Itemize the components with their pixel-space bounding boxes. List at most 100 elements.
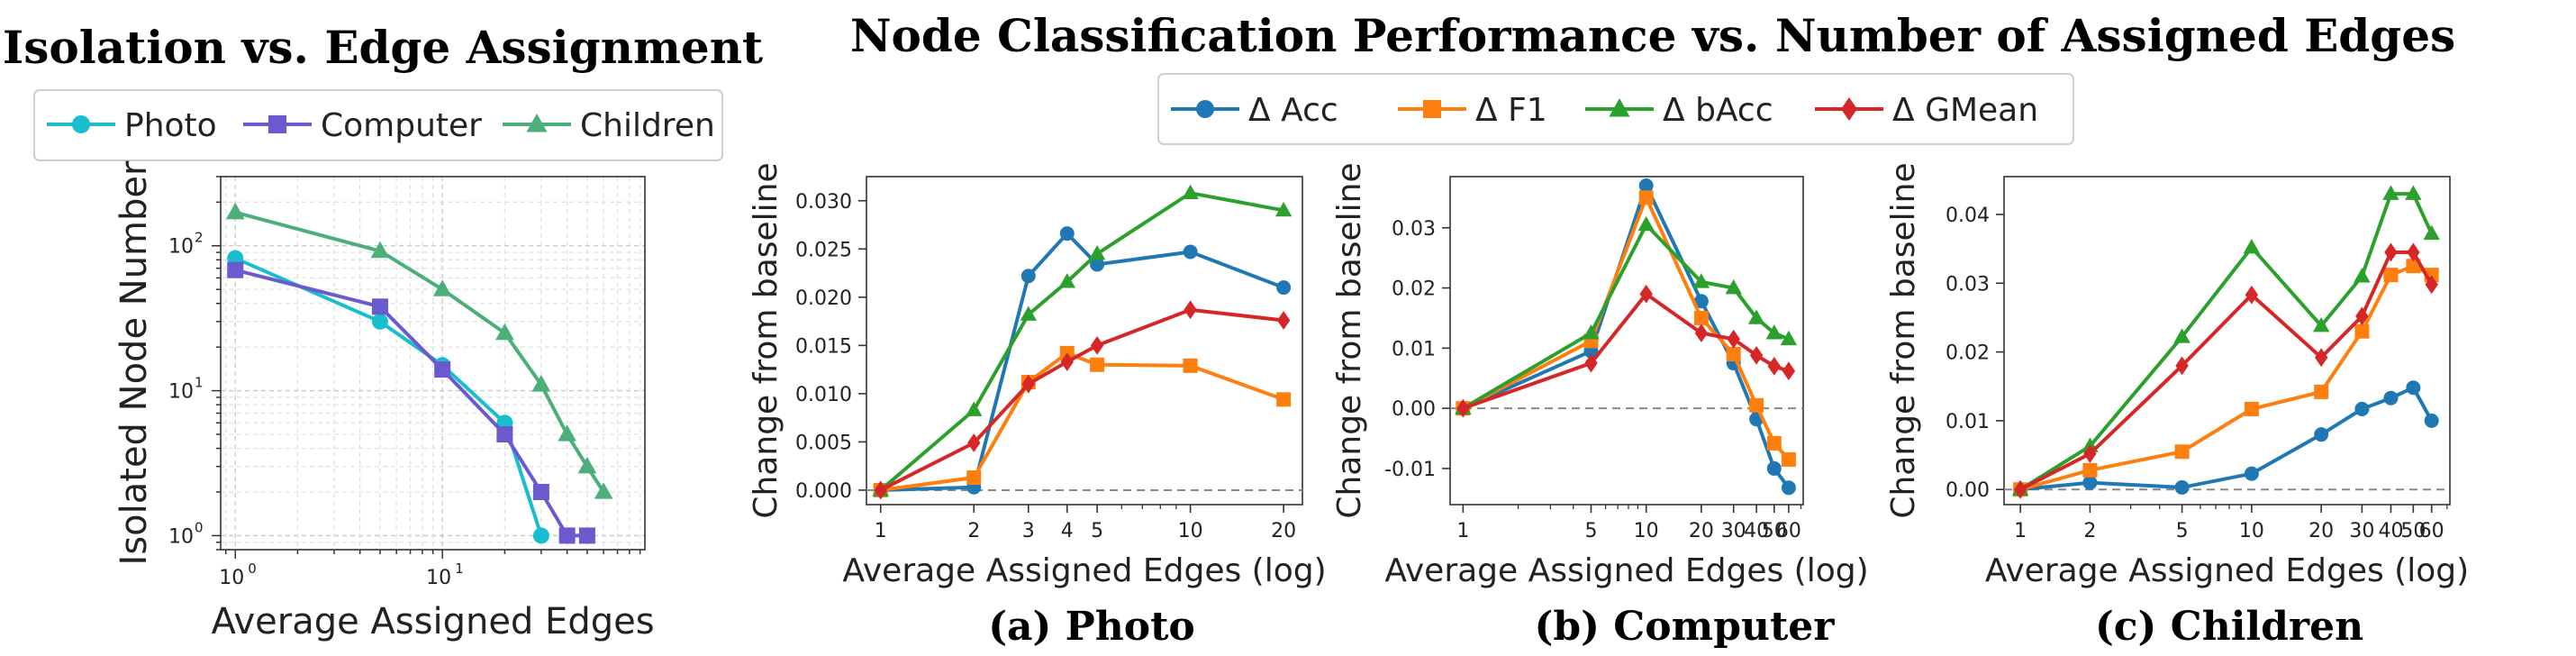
y-tick-label: 0.010 <box>795 384 852 406</box>
data-point-computer <box>496 425 513 442</box>
x-tick-label: 60 <box>1776 520 1801 542</box>
x-tick-label: 2 <box>2083 520 2096 542</box>
data-point <box>1090 335 1104 355</box>
x-tick-label: 3 <box>1022 520 1035 542</box>
subplot-caption: (a) Photo <box>988 604 1195 650</box>
y-axis-label: Change from baseline <box>748 162 785 518</box>
legend-marker <box>72 115 90 133</box>
data-point <box>1182 184 1199 199</box>
x-tick-label: 5 <box>2176 520 2189 542</box>
data-point <box>2423 224 2440 241</box>
data-point <box>1780 330 1798 346</box>
legend-label: Children <box>580 107 715 144</box>
x-tick-label: 30 <box>1721 520 1746 542</box>
data-point <box>1583 324 1600 340</box>
data-point <box>2082 475 2098 490</box>
data-point <box>1766 435 1782 451</box>
data-point <box>1781 480 1796 496</box>
x-axis-label: Average Assigned Edges (log) <box>842 552 1326 589</box>
data-point <box>2312 316 2330 333</box>
data-point <box>1693 294 1709 309</box>
y-tick-exponent: 0 <box>195 519 204 535</box>
x-tick-label: 40 <box>1744 520 1769 542</box>
y-tick-label: 0.04 <box>1946 205 1990 227</box>
legend-marker <box>1423 100 1441 118</box>
legend-box <box>33 89 723 161</box>
data-point <box>1782 361 1796 381</box>
data-point <box>1694 323 1709 343</box>
y-tick-label: -0.01 <box>1384 459 1436 481</box>
x-tick-label: 10 <box>426 567 451 589</box>
y-tick-label: 0.02 <box>1946 342 1990 365</box>
data-point <box>2354 323 2370 339</box>
legend-marker <box>1196 100 1214 118</box>
legend-marker <box>268 115 286 133</box>
data-point-photo <box>371 313 388 330</box>
data-point <box>1020 305 1038 321</box>
data-point <box>1766 460 1782 476</box>
data-point <box>2354 268 2371 283</box>
plot-frame <box>2003 176 2451 506</box>
data-point <box>1765 324 1783 340</box>
data-point <box>2406 259 2421 274</box>
data-point-children <box>495 323 514 341</box>
y-tick-label: 0.015 <box>795 335 852 358</box>
x-tick-label: 30 <box>2349 520 2374 542</box>
data-point <box>1638 190 1654 205</box>
plot-frame <box>866 176 1303 506</box>
subplot-caption: (b) Computer <box>1535 604 1836 650</box>
data-point <box>1456 398 1470 418</box>
data-point <box>2405 185 2422 200</box>
data-point <box>2354 401 2370 416</box>
x-tick-label: 4 <box>1061 520 1074 542</box>
y-tick-label: 0.030 <box>795 191 852 214</box>
data-point-children <box>225 202 245 220</box>
x-axis-label: Average Assigned Edges (log) <box>1985 552 2469 589</box>
data-point <box>2406 380 2421 396</box>
series-line <box>879 191 1284 492</box>
data-point <box>874 480 887 500</box>
data-point <box>2174 479 2190 495</box>
plot-frame <box>220 176 646 551</box>
y-tick-label: 0.020 <box>795 287 852 310</box>
data-point <box>1639 284 1653 304</box>
x-tick-label: 1 <box>1456 520 1469 542</box>
plot-frame <box>1449 176 1804 506</box>
data-point <box>1747 309 1765 324</box>
y-tick-exponent: 2 <box>195 230 204 246</box>
data-point <box>2383 390 2399 405</box>
data-point <box>1692 273 1710 288</box>
data-point-computer <box>578 527 595 544</box>
photo-subplot: 1 2 3 4 5 10 20 0.000 0.005 0.010 0.015 0.020 0.025 0… <box>748 162 1327 650</box>
data-point <box>1021 374 1036 394</box>
x-tick-label: 50 <box>1762 520 1787 542</box>
y-tick-label: 0.00 <box>1946 479 1990 502</box>
data-point <box>2083 444 2097 463</box>
x-tick-label: 10 <box>1634 520 1659 542</box>
data-point <box>1727 329 1740 349</box>
data-point <box>2245 285 2259 305</box>
x-tick-label: 5 <box>1091 520 1103 542</box>
legend-label: Computer <box>321 107 482 144</box>
x-tick-label: 20 <box>2308 520 2334 542</box>
y-tick-label: 0.00 <box>1392 398 1436 421</box>
data-point <box>1088 245 1106 260</box>
y-axis-label: Change from baseline <box>1331 162 1368 518</box>
series-line <box>2019 192 2434 491</box>
data-point <box>1059 226 1075 241</box>
data-point <box>967 433 981 452</box>
x-tick-label: 50 <box>2400 520 2426 542</box>
data-point <box>2174 444 2190 460</box>
performance-legend: Δ Acc Δ F1 Δ bAcc Δ GMean <box>1157 73 2074 145</box>
data-point <box>1638 178 1654 194</box>
data-point-children <box>558 424 576 442</box>
x-tick-label: 40 <box>2378 520 2403 542</box>
x-tick-label: 60 <box>2419 520 2444 542</box>
data-point <box>2407 242 2420 262</box>
data-point <box>1749 345 1764 365</box>
x-tick-label: 1 <box>875 520 887 542</box>
data-point-photo <box>532 527 549 544</box>
